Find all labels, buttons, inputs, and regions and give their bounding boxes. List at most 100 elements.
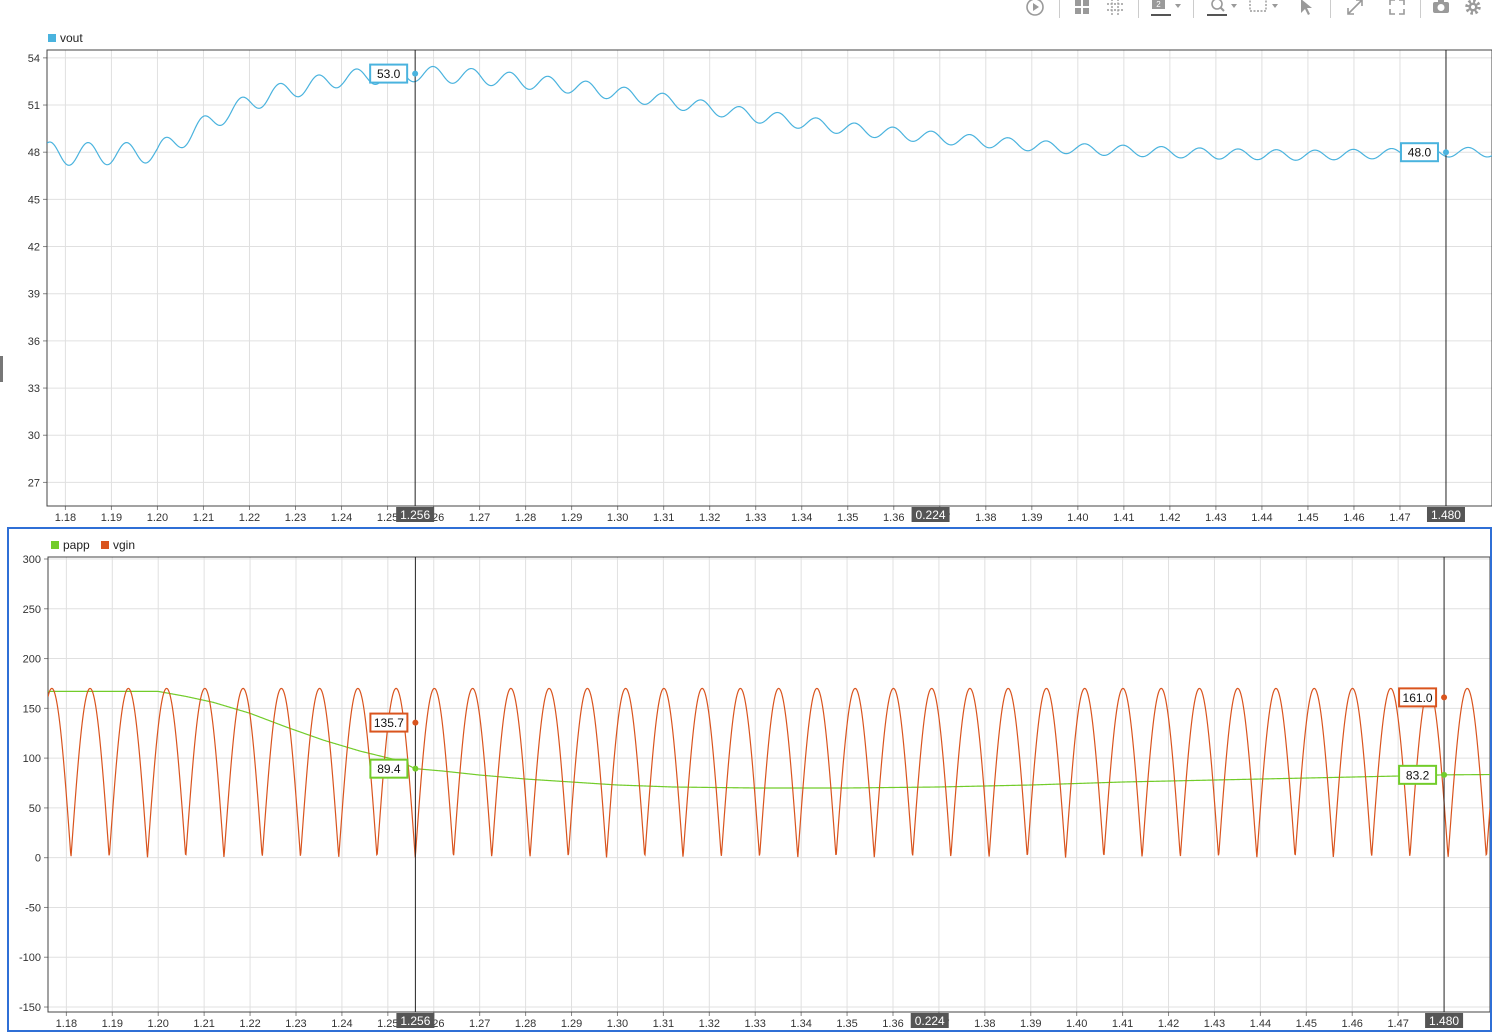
x-tick-label: 1.42 [1158,1018,1179,1030]
x-tick-label: 1.20 [147,512,168,524]
x-tick-label: 1.33 [745,1018,766,1030]
chart-panel-vout[interactable]: vout1.181.191.201.211.221.231.241.251.26… [6,26,1492,525]
cursor-value-box-papp [369,758,409,779]
x-tick-label: 1.34 [790,1018,811,1030]
series-line-vgin [48,687,1490,858]
cursor-x-label: 1.256 [400,508,430,522]
cursor-x-label: 1.480 [1429,1014,1459,1028]
x-tick-label: 1.22 [239,512,260,524]
x-tick-label: 1.21 [193,1018,214,1030]
zoom-box-icon[interactable] [1246,0,1280,18]
expand-icon[interactable] [1344,0,1366,18]
y-tick-label: 200 [23,654,41,666]
cursor-value-vgin: 135.7 [374,716,404,730]
cursor-delta-label: 0.224 [916,508,946,522]
cursor-marker-papp [412,765,419,772]
x-tick-label: 1.24 [331,1018,352,1030]
x-tick-label: 1.36 [883,512,904,524]
x-tick-label: 1.27 [469,512,490,524]
x-tick-label: 1.19 [102,1018,123,1030]
cursor-x-badge [1426,507,1465,522]
y-tick-label: 48 [28,147,40,159]
zoom-icon[interactable] [1205,0,1239,18]
y-tick-label: 33 [28,383,40,395]
cursor-value-vgin: 161.0 [1403,691,1433,705]
chart-panel-papp-vgin[interactable]: papp vgin 1.18 1.19 1.20 1.21 1.22 1.23 1.24 1.25… [7,527,1492,1032]
cursor-marker-vgin [412,719,419,726]
cursor-x-badge [1425,1013,1464,1028]
x-tick-label: 1.45 [1296,1018,1317,1030]
fullscreen-icon[interactable] [1386,0,1408,18]
legend-label-vgin: vgin [113,538,135,552]
plot-area [46,49,1492,507]
cursor-x-label: 1.480 [1431,508,1461,522]
x-tick-label: 1.47 [1387,1018,1408,1030]
cursor-value-box-vout [369,63,409,84]
x-tick-label: 1.39 [1020,1018,1041,1030]
cursor-delta-badge [910,1013,949,1028]
x-tick-label: 1.41 [1112,1018,1133,1030]
x-tick-label: 1.31 [653,512,674,524]
y-tick-label: 250 [23,604,41,616]
x-tick-label: 1.39 [1021,512,1042,524]
y-tick-label: 42 [28,242,40,254]
panel-count-value: 2 [1156,0,1161,9]
cursor-x-badge [396,507,435,522]
x-tick-label: 1.21 [193,512,214,524]
cursor-value-box-vout [1399,142,1439,163]
x-tick-label: 1.23 [285,512,306,524]
layout-grid-icon[interactable] [1071,0,1093,18]
cursor-marker-vout [412,70,419,77]
grid-settings-icon[interactable] [1104,0,1126,18]
x-tick-label: 1.40 [1067,512,1088,524]
cursor-value-papp: 83.2 [1406,768,1430,782]
cursor-marker-vout [1442,149,1449,156]
cursor-value-papp: 89.4 [377,762,401,776]
y-tick-label: 36 [28,336,40,348]
gear-icon[interactable] [1462,0,1484,18]
y-tick-label: 30 [28,430,40,442]
y-tick-label: 54 [28,53,40,65]
series-line-papp [48,690,1490,789]
x-tick-label: 1.28 [515,1018,536,1030]
y-tick-label: 51 [28,100,40,112]
y-tick-label: 100 [23,753,41,765]
x-tick-label: 1.18 [55,512,76,524]
panel-count-icon[interactable]: 2 [1149,0,1183,18]
x-tick-label: 1.29 [561,512,582,524]
x-tick-label: 1.27 [469,1018,490,1030]
legend-swatch-papp [51,541,59,549]
pointer-icon[interactable] [1295,0,1317,18]
legend-label-vout: vout [60,31,83,45]
cursor-delta-label: 0.224 [915,1014,945,1028]
play-circle-icon[interactable] [1024,0,1046,18]
x-tick-label: 1.23 [285,1018,306,1030]
legend-swatch-vout [48,34,56,42]
cursor-value-vout: 53.0 [377,67,401,81]
cursor-value-box-vgin [1398,687,1438,708]
x-tick-label: 1.33 [745,512,766,524]
x-tick-label: 1.32 [699,1018,720,1030]
x-tick-label: 1.24 [331,512,352,524]
x-tick-label: 1.35 [836,1018,857,1030]
cursor-x-label: 1.256 [400,1014,430,1028]
x-tick-label: 1.44 [1251,512,1272,524]
cursor-marker-papp [1441,771,1448,778]
x-tick-label: 1.44 [1250,1018,1271,1030]
legend-label-papp: papp [63,538,90,552]
plot-area [47,556,1491,1013]
x-tick-label: 1.43 [1204,1018,1225,1030]
y-tick-label: -50 [25,902,41,914]
camera-icon[interactable] [1430,0,1452,18]
x-tick-label: 1.28 [515,512,536,524]
legend-swatch-vgin [101,541,109,549]
y-tick-label: 50 [29,803,41,815]
cursor-value-box-papp [1398,764,1438,785]
x-tick-label: 1.38 [975,512,996,524]
papp-vgin-chart: papp vgin 1.18 1.19 1.20 1.21 1.22 1.23 1.24 1.25… [19,538,1491,1030]
series-line-vout [47,65,1492,166]
splitter-handle[interactable] [0,356,3,382]
x-tick-label: 1.30 [607,512,628,524]
y-tick-label: 45 [28,194,40,206]
x-tick-label: 1.32 [699,512,720,524]
